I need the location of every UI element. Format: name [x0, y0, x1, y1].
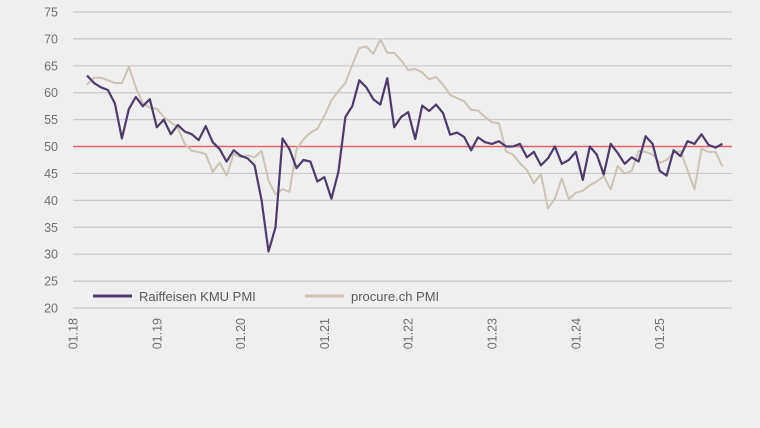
- y-tick-label: 65: [44, 59, 58, 73]
- gridlines: [73, 11, 732, 309]
- y-tick-label: 40: [44, 194, 58, 208]
- series-line-raiffeisen: [86, 74, 724, 253]
- y-tick-label: 20: [44, 302, 58, 316]
- x-tick-label: 01.20: [234, 318, 248, 349]
- legend-label-raiffeisen: Raiffeisen KMU PMI: [139, 289, 256, 304]
- x-tick-label: 01.21: [318, 318, 332, 349]
- x-axis-ticks: 01.18 01.19 01.20 01.21 01.22 01.23 01.24 01.25: [67, 318, 668, 349]
- series-line-procure: [86, 38, 724, 210]
- y-tick-label: 60: [44, 86, 58, 100]
- x-tick-label: 01.24: [569, 318, 583, 349]
- x-tick-label: 01.25: [653, 318, 667, 349]
- series-lines: [86, 38, 724, 253]
- y-tick-label: 55: [44, 113, 58, 127]
- y-axis-ticks: 75 70 65 60 55 50 45 40 35 30 25 20: [44, 6, 58, 316]
- y-tick-label: 35: [44, 221, 58, 235]
- y-tick-label: 30: [44, 248, 58, 262]
- x-tick-label: 01.23: [486, 318, 500, 349]
- x-tick-label: 01.18: [67, 318, 81, 349]
- y-tick-label: 75: [44, 6, 58, 20]
- y-tick-label: 45: [44, 167, 58, 181]
- x-tick-label: 01.22: [402, 318, 416, 349]
- legend: Raiffeisen KMU PMI procure.ch PMI: [93, 289, 439, 304]
- x-tick-label: 01.19: [150, 318, 164, 349]
- legend-label-procure: procure.ch PMI: [351, 289, 439, 304]
- y-tick-label: 50: [44, 140, 58, 154]
- y-tick-label: 25: [44, 275, 58, 289]
- y-tick-label: 70: [44, 32, 58, 46]
